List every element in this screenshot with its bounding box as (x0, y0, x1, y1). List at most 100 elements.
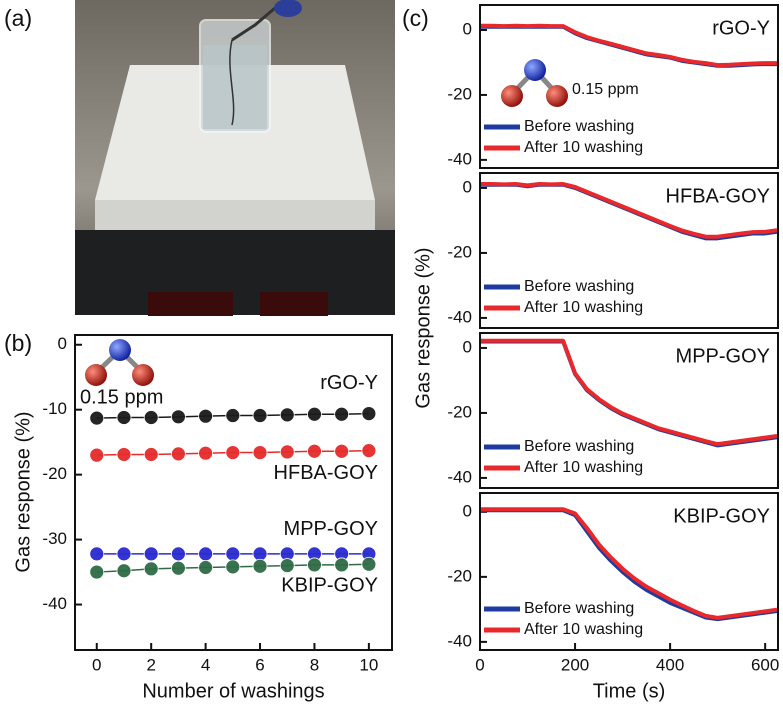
y-axis-label: Gas response (%) (412, 247, 434, 408)
series-label: KBIP-GOY (281, 575, 378, 597)
marker (198, 445, 214, 461)
panel-label: (c) (402, 5, 429, 31)
y-tick-label: 0 (463, 501, 472, 520)
marker (361, 443, 377, 459)
x-tick-label: 2 (146, 655, 155, 674)
marker (334, 557, 350, 573)
x-axis-label: Time (s) (593, 680, 666, 702)
marker (89, 564, 105, 580)
legend-label: Before washing (524, 600, 634, 617)
marker (116, 563, 132, 579)
marker (198, 560, 214, 575)
legend-label: Before washing (524, 278, 634, 295)
legend-label: After 10 washing (524, 621, 643, 638)
x-tick-label: 200 (561, 655, 589, 674)
marker (170, 546, 186, 562)
marker (198, 546, 214, 562)
plot-frame (479, 4, 779, 169)
series-line (480, 23, 778, 68)
marker (334, 443, 350, 459)
marker (170, 560, 186, 576)
series-label: HFBA-GOY (274, 462, 378, 484)
marker (116, 410, 132, 425)
y-tick-label: 0 (463, 337, 472, 356)
molecule-icon-b (85, 339, 154, 386)
marker (225, 445, 241, 460)
marker (225, 408, 241, 423)
marker (143, 561, 159, 577)
marker (252, 408, 268, 423)
marker (198, 408, 214, 424)
annotation: 0.15 ppm (572, 81, 639, 98)
marker (170, 446, 186, 462)
y-tick-label: -20 (42, 464, 67, 483)
marker (307, 557, 322, 573)
y-tick-label: -40 (447, 467, 472, 486)
marker (307, 406, 322, 422)
subplot-title: KBIP-GOY (673, 505, 770, 527)
marker (225, 559, 241, 575)
legend-label: Before washing (524, 438, 634, 455)
marker (89, 410, 105, 426)
series-line (480, 507, 778, 620)
plot-frame (479, 492, 779, 651)
marker (361, 406, 377, 421)
marker (116, 546, 132, 562)
plot-frame (479, 332, 779, 489)
x-tick-label: 600 (751, 655, 779, 674)
x-tick-label: 10 (359, 655, 378, 674)
marker (252, 546, 268, 562)
y-tick-label: -20 (447, 84, 472, 103)
y-tick-label: 0 (58, 334, 67, 353)
y-tick-label: 0 (463, 177, 472, 196)
x-tick-label: 6 (255, 655, 264, 674)
marker (279, 558, 295, 573)
marker (143, 546, 159, 562)
plot-frame (479, 172, 779, 329)
x-tick-label: 0 (475, 655, 484, 674)
marker (334, 406, 350, 422)
marker (89, 546, 105, 562)
marker (361, 556, 377, 572)
series-label: MPP-GOY (284, 518, 378, 540)
panel-label: (b) (4, 330, 32, 356)
marker (143, 447, 159, 462)
marker (307, 443, 322, 459)
series-label: rGO-Y (320, 372, 378, 394)
y-tick-label: -20 (447, 242, 472, 261)
marker (279, 444, 295, 460)
legend-label: After 10 washing (524, 459, 643, 476)
y-tick-label: -40 (447, 631, 472, 650)
y-tick-label: -30 (42, 529, 67, 548)
subplot-title: MPP-GOY (676, 345, 770, 367)
y-tick-label: -40 (42, 594, 67, 613)
subplot-title: HFBA-GOY (666, 185, 770, 207)
legend-label: Before washing (524, 118, 634, 135)
plot-frame (74, 334, 393, 651)
annotation: 0.15 ppm (80, 386, 163, 408)
x-tick-label: 8 (310, 655, 319, 674)
y-tick-label: -10 (42, 399, 67, 418)
subplot-title: rGO-Y (712, 17, 770, 39)
molecule-icon-c (501, 59, 568, 107)
photo (75, 0, 395, 316)
legend-label: After 10 washing (524, 299, 643, 316)
y-tick-label: -40 (447, 307, 472, 326)
panel-label: (a) (4, 5, 32, 31)
x-tick-label: 400 (656, 655, 684, 674)
series-line (480, 182, 778, 239)
marker (170, 409, 186, 425)
x-axis-label: Number of washings (142, 680, 324, 702)
marker (279, 407, 295, 423)
marker (143, 410, 159, 425)
y-tick-label: -20 (447, 402, 472, 421)
marker (116, 447, 132, 462)
y-axis-label: Gas response (%) (12, 411, 34, 572)
marker (252, 445, 268, 460)
marker (252, 558, 268, 574)
marker (225, 546, 241, 562)
legend-label: After 10 washing (524, 139, 643, 156)
y-tick-label: -40 (447, 149, 472, 168)
